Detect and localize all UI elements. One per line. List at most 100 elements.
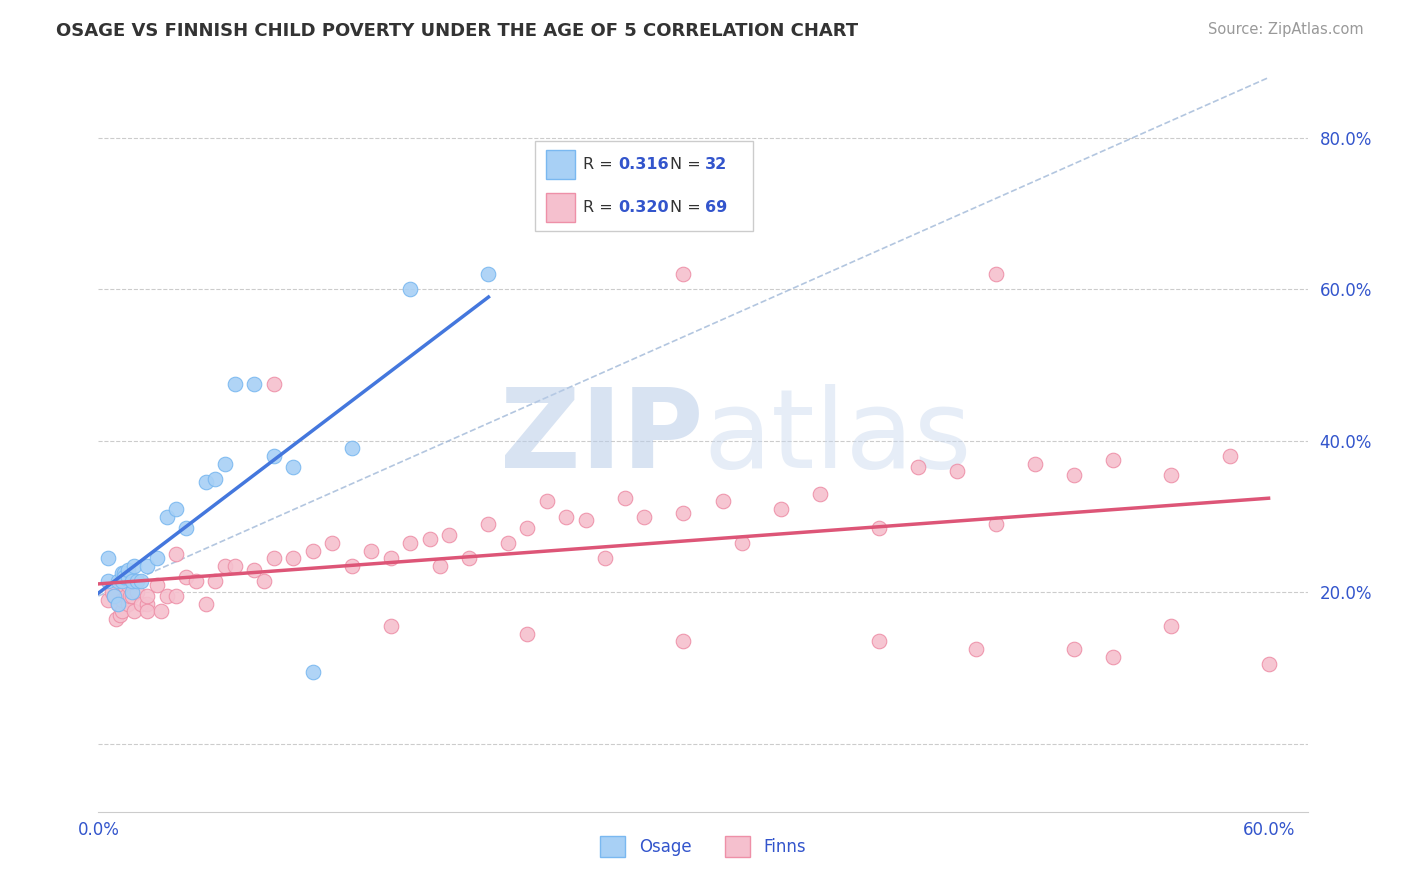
Point xyxy=(419,533,441,547)
Point xyxy=(399,283,422,297)
Point xyxy=(146,577,169,591)
Point xyxy=(165,548,187,562)
Point xyxy=(360,543,382,558)
Point xyxy=(117,597,139,611)
Point xyxy=(194,475,217,490)
Text: atlas: atlas xyxy=(703,384,972,491)
Point xyxy=(429,558,451,573)
Point xyxy=(118,570,141,584)
Point xyxy=(965,642,987,657)
Point xyxy=(112,570,135,584)
Point xyxy=(174,570,197,584)
Point xyxy=(769,502,792,516)
Point xyxy=(131,597,153,611)
Point xyxy=(108,607,131,622)
Text: 0.320: 0.320 xyxy=(619,200,669,215)
Point xyxy=(477,517,499,532)
Point xyxy=(496,536,519,550)
Point xyxy=(101,585,124,599)
Point xyxy=(121,589,143,603)
Point xyxy=(595,551,617,566)
Point xyxy=(136,558,159,573)
Text: R =: R = xyxy=(583,200,619,215)
Point xyxy=(156,509,179,524)
Point xyxy=(984,517,1007,532)
Text: 69: 69 xyxy=(706,200,727,215)
Legend: Osage, Finns: Osage, Finns xyxy=(593,830,813,863)
Text: ZIP: ZIP xyxy=(499,384,703,491)
Point xyxy=(731,536,754,550)
Point xyxy=(302,665,325,679)
Point xyxy=(1101,452,1123,467)
Point xyxy=(243,562,266,576)
Point xyxy=(1219,449,1241,463)
Point xyxy=(107,574,129,588)
FancyBboxPatch shape xyxy=(536,142,754,231)
Point xyxy=(111,566,134,581)
Point xyxy=(1257,657,1279,672)
Point xyxy=(184,574,207,588)
Point xyxy=(808,487,831,501)
Point xyxy=(536,494,558,508)
Point xyxy=(114,589,136,603)
Point xyxy=(165,589,187,603)
Text: Source: ZipAtlas.com: Source: ZipAtlas.com xyxy=(1208,22,1364,37)
Point xyxy=(633,509,655,524)
Text: 0.316: 0.316 xyxy=(619,157,669,172)
Text: N =: N = xyxy=(671,200,706,215)
Point xyxy=(103,589,125,603)
Point xyxy=(97,592,120,607)
Point xyxy=(1063,642,1085,657)
Point xyxy=(122,558,145,573)
Point xyxy=(111,574,134,588)
Point xyxy=(380,619,402,633)
Point xyxy=(243,377,266,392)
Point xyxy=(127,574,149,588)
Point xyxy=(1024,457,1046,471)
Point xyxy=(439,528,461,542)
Point xyxy=(111,604,134,618)
Point xyxy=(204,472,226,486)
Point xyxy=(112,566,135,581)
Point xyxy=(477,268,499,282)
Point xyxy=(117,570,139,584)
Point xyxy=(672,268,695,282)
Point xyxy=(868,634,890,648)
Point xyxy=(112,577,135,591)
Point xyxy=(868,521,890,535)
Point xyxy=(283,460,305,475)
Point xyxy=(107,597,129,611)
Point xyxy=(516,521,538,535)
Point xyxy=(224,377,246,392)
Point xyxy=(907,460,929,475)
Point xyxy=(117,577,139,591)
Point xyxy=(224,558,246,573)
Point xyxy=(672,634,695,648)
Point xyxy=(122,604,145,618)
Point xyxy=(118,589,141,603)
Point xyxy=(136,597,159,611)
Point xyxy=(340,442,363,456)
Point xyxy=(555,509,578,524)
Point xyxy=(984,268,1007,282)
Text: 32: 32 xyxy=(706,157,727,172)
Point xyxy=(97,551,120,566)
Point xyxy=(614,491,637,505)
Point xyxy=(263,551,285,566)
Point xyxy=(1063,467,1085,482)
Point xyxy=(204,574,226,588)
Point xyxy=(127,585,149,599)
Point xyxy=(380,551,402,566)
Point xyxy=(263,377,285,392)
Bar xyxy=(546,151,575,179)
Point xyxy=(165,502,187,516)
Point xyxy=(121,574,143,588)
Text: R =: R = xyxy=(583,157,619,172)
Point xyxy=(458,551,481,566)
Point xyxy=(672,506,695,520)
Point xyxy=(117,562,139,576)
Bar xyxy=(546,194,575,222)
Point xyxy=(156,589,179,603)
Point xyxy=(575,513,598,527)
Point xyxy=(340,558,363,573)
